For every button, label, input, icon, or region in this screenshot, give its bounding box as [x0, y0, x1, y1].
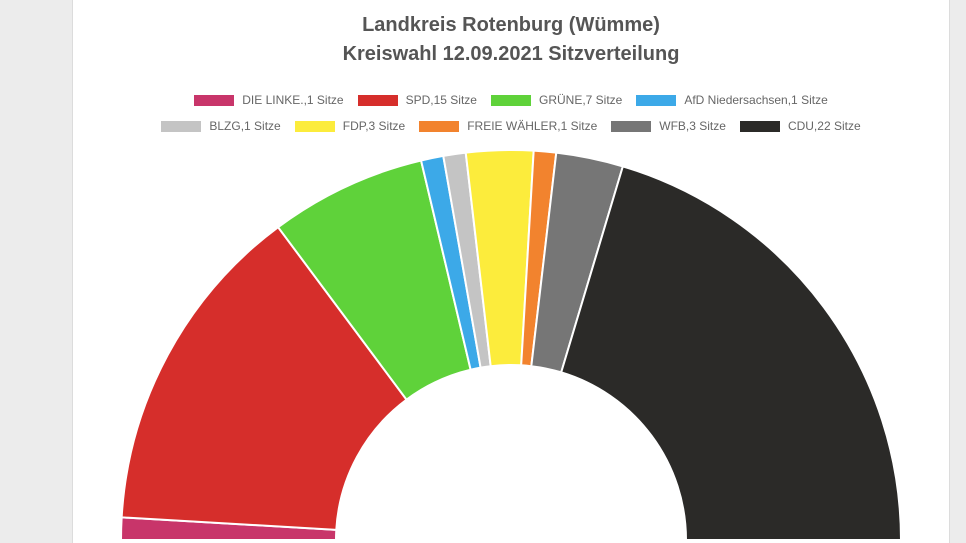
- legend-label-die-linke: DIE LINKE.,1 Sitze: [242, 93, 344, 107]
- legend-swatch-afd: [636, 94, 677, 106]
- legend-swatch-fdp: [294, 120, 335, 132]
- legend-label-afd: AfD Niedersachsen,1 Sitze: [684, 93, 828, 107]
- legend-item-fdp[interactable]: FDP,3 Sitze: [294, 119, 406, 133]
- legend-swatch-cdu: [739, 120, 780, 132]
- legend-item-cdu[interactable]: CDU,22 Sitze: [739, 119, 861, 133]
- legend-item-spd[interactable]: SPD,15 Sitze: [357, 93, 477, 107]
- parliament-chart: [119, 149, 903, 541]
- legend-row-2: BLZG,1 Sitze FDP,3 Sitze FREIE WÄHLER,1 …: [73, 119, 949, 133]
- legend-swatch-gruene: [490, 94, 531, 106]
- legend-item-blzg[interactable]: BLZG,1 Sitze: [161, 119, 281, 133]
- legend-label-freie-waehler: FREIE WÄHLER,1 Sitze: [467, 119, 598, 133]
- chart-subtitle: Kreiswahl 12.09.2021 Sitzverteilung: [342, 43, 680, 65]
- legend-item-freie-waehler[interactable]: FREIE WÄHLER,1 Sitze: [419, 119, 597, 133]
- chart-card: Landkreis Rotenburg (Wümme) Kreiswahl 12…: [72, 0, 950, 543]
- seat-segment-8[interactable]: [559, 165, 903, 541]
- seat-segment-1[interactable]: [120, 225, 408, 531]
- legend-label-fdp: FDP,3 Sitze: [342, 119, 406, 133]
- legend-item-die-linke[interactable]: DIE LINKE.,1 Sitze: [194, 93, 344, 107]
- legend-label-blzg: BLZG,1 Sitze: [209, 119, 281, 133]
- legend-swatch-wfb: [611, 120, 652, 132]
- legend-swatch-blzg: [161, 120, 202, 132]
- legend-item-wfb[interactable]: WFB,3 Sitze: [611, 119, 726, 133]
- legend-row-1: DIE LINKE.,1 Sitze SPD,15 Sitze GRÜNE,7 …: [73, 93, 949, 107]
- legend-item-afd[interactable]: AfD Niedersachsen,1 Sitze: [636, 93, 828, 107]
- legend-swatch-die-linke: [194, 94, 235, 106]
- chart-title: Landkreis Rotenburg (Wümme): [362, 14, 660, 36]
- legend-swatch-freie-waehler: [419, 120, 460, 132]
- legend-item-gruene[interactable]: GRÜNE,7 Sitze: [490, 93, 623, 107]
- legend-label-cdu: CDU,22 Sitze: [787, 119, 861, 133]
- legend-label-spd: SPD,15 Sitze: [405, 93, 477, 107]
- legend-label-wfb: WFB,3 Sitze: [659, 119, 726, 133]
- legend-swatch-spd: [357, 94, 398, 106]
- legend-label-gruene: GRÜNE,7 Sitze: [538, 93, 623, 107]
